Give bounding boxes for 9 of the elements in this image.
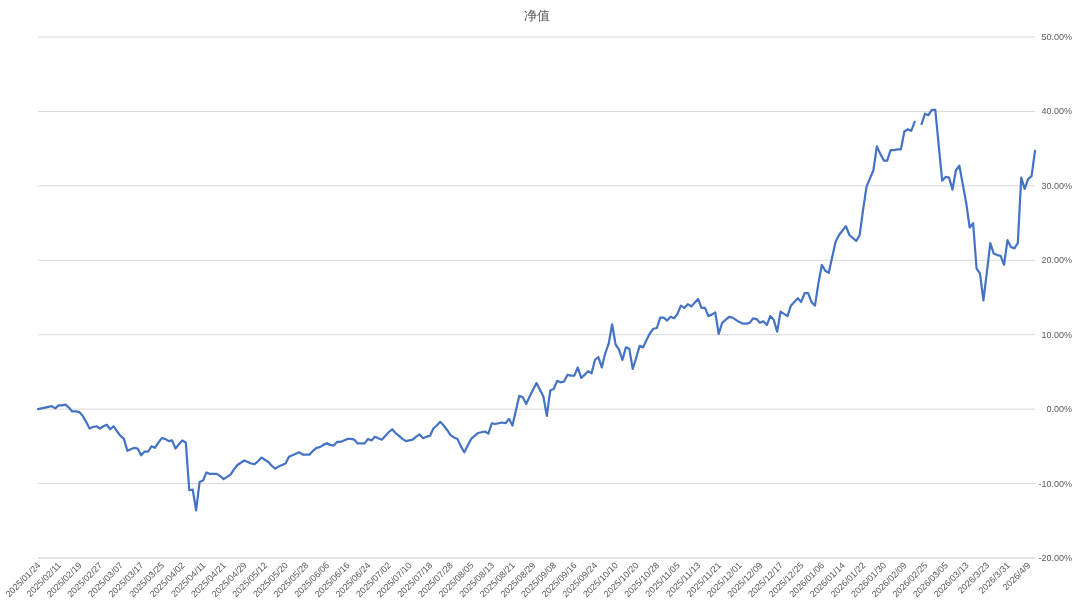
y-tick-label: 40.00% <box>1041 106 1072 117</box>
y-tick-label: 30.00% <box>1041 180 1072 191</box>
y-tick-label: 20.00% <box>1041 255 1072 266</box>
y-tick-label: -20.00% <box>1038 553 1072 563</box>
y-tick-label: 0.00% <box>1046 404 1072 415</box>
y-tick-label: -10.00% <box>1038 478 1072 489</box>
chart-title: 净值 <box>523 8 550 23</box>
y-tick-label: 10.00% <box>1041 329 1072 340</box>
y-tick-label: 50.00% <box>1041 32 1072 42</box>
